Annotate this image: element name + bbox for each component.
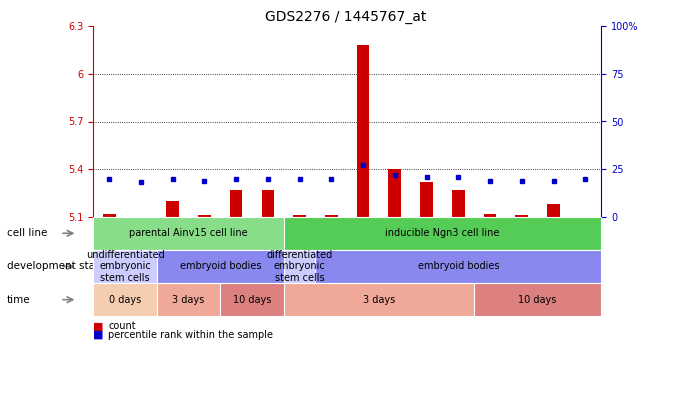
Bar: [230, 190, 243, 217]
Text: differentiated
embryonic
stem cells: differentiated embryonic stem cells: [267, 250, 333, 283]
Bar: [167, 201, 179, 217]
Text: cell line: cell line: [7, 228, 47, 238]
Text: GDS2276 / 1445767_at: GDS2276 / 1445767_at: [265, 10, 426, 24]
Bar: [261, 190, 274, 217]
Bar: [293, 215, 306, 217]
Bar: [452, 190, 464, 217]
Text: inducible Ngn3 cell line: inducible Ngn3 cell line: [386, 228, 500, 238]
Bar: [515, 215, 528, 217]
Text: parental Ainv15 cell line: parental Ainv15 cell line: [129, 228, 248, 238]
Bar: [325, 215, 338, 217]
Bar: [198, 215, 211, 217]
Bar: [547, 204, 560, 217]
Bar: [420, 182, 433, 217]
Text: ■: ■: [93, 330, 104, 339]
Bar: [103, 213, 115, 217]
Bar: [388, 169, 401, 217]
Text: time: time: [7, 295, 30, 305]
Text: development stage: development stage: [7, 262, 108, 271]
Text: 10 days: 10 days: [233, 295, 271, 305]
Text: 3 days: 3 days: [172, 295, 205, 305]
Text: count: count: [108, 322, 136, 331]
Text: ■: ■: [93, 322, 104, 331]
Text: 10 days: 10 days: [518, 295, 557, 305]
Text: 0 days: 0 days: [109, 295, 141, 305]
Bar: [484, 213, 496, 217]
Text: embryoid bodies: embryoid bodies: [180, 262, 261, 271]
Text: undifferentiated
embryonic
stem cells: undifferentiated embryonic stem cells: [86, 250, 164, 283]
Text: 3 days: 3 days: [363, 295, 395, 305]
Text: embryoid bodies: embryoid bodies: [417, 262, 499, 271]
Bar: [357, 45, 370, 217]
Text: percentile rank within the sample: percentile rank within the sample: [108, 330, 274, 339]
